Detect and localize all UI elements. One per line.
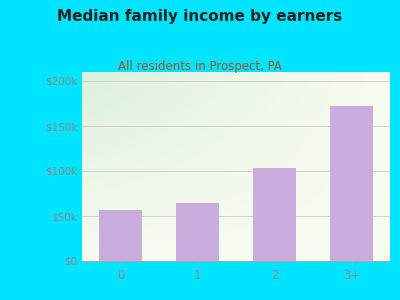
- Bar: [253, 168, 296, 261]
- Bar: [330, 106, 373, 261]
- Bar: [99, 210, 142, 261]
- Text: Median family income by earners: Median family income by earners: [57, 9, 343, 24]
- Bar: [176, 202, 219, 261]
- Text: All residents in Prospect, PA: All residents in Prospect, PA: [118, 60, 282, 73]
